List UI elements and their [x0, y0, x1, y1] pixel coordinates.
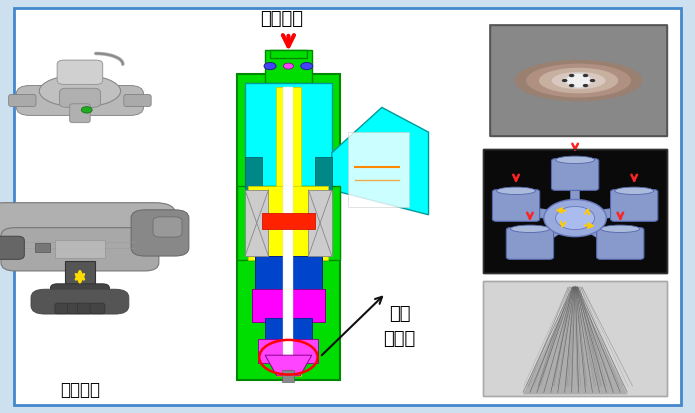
Ellipse shape	[614, 187, 653, 195]
FancyBboxPatch shape	[282, 370, 295, 382]
FancyBboxPatch shape	[315, 157, 332, 198]
FancyBboxPatch shape	[309, 190, 332, 256]
Text: 高压油泵: 高压油泵	[60, 381, 100, 399]
FancyBboxPatch shape	[35, 243, 50, 252]
FancyBboxPatch shape	[270, 50, 306, 58]
Ellipse shape	[555, 156, 595, 164]
FancyBboxPatch shape	[16, 85, 144, 115]
FancyBboxPatch shape	[55, 303, 70, 314]
Ellipse shape	[600, 225, 639, 233]
FancyBboxPatch shape	[245, 83, 332, 235]
FancyBboxPatch shape	[90, 303, 105, 314]
Circle shape	[590, 79, 595, 82]
Polygon shape	[523, 285, 627, 394]
Text: 高压: 高压	[389, 305, 410, 323]
Circle shape	[583, 84, 588, 87]
Ellipse shape	[39, 75, 121, 107]
FancyBboxPatch shape	[14, 8, 681, 405]
Circle shape	[81, 107, 92, 113]
Ellipse shape	[514, 60, 643, 101]
FancyBboxPatch shape	[237, 74, 340, 380]
Ellipse shape	[552, 72, 605, 89]
Ellipse shape	[571, 78, 587, 83]
FancyBboxPatch shape	[245, 157, 262, 198]
FancyBboxPatch shape	[77, 303, 92, 314]
FancyBboxPatch shape	[245, 190, 268, 256]
FancyBboxPatch shape	[8, 94, 36, 107]
Circle shape	[301, 62, 313, 70]
FancyBboxPatch shape	[124, 94, 152, 107]
Circle shape	[583, 74, 588, 77]
FancyBboxPatch shape	[262, 213, 315, 229]
FancyBboxPatch shape	[1, 228, 159, 271]
FancyBboxPatch shape	[490, 25, 667, 136]
FancyBboxPatch shape	[67, 303, 83, 314]
Ellipse shape	[496, 187, 535, 195]
FancyBboxPatch shape	[65, 261, 95, 290]
FancyBboxPatch shape	[248, 186, 329, 260]
Circle shape	[569, 74, 574, 77]
FancyBboxPatch shape	[31, 289, 129, 314]
FancyBboxPatch shape	[237, 186, 340, 260]
FancyBboxPatch shape	[252, 289, 325, 322]
FancyBboxPatch shape	[0, 203, 176, 251]
Ellipse shape	[539, 68, 619, 93]
FancyBboxPatch shape	[0, 236, 24, 259]
FancyBboxPatch shape	[596, 228, 644, 259]
FancyBboxPatch shape	[255, 256, 322, 297]
Text: 燃油供给: 燃油供给	[260, 9, 303, 28]
Circle shape	[562, 79, 567, 82]
FancyBboxPatch shape	[552, 159, 598, 190]
FancyBboxPatch shape	[610, 190, 657, 221]
FancyBboxPatch shape	[60, 88, 101, 107]
Circle shape	[264, 62, 276, 70]
FancyBboxPatch shape	[265, 50, 312, 83]
Ellipse shape	[562, 75, 595, 85]
Circle shape	[569, 84, 574, 87]
Polygon shape	[332, 107, 429, 215]
FancyBboxPatch shape	[483, 281, 667, 396]
Ellipse shape	[526, 64, 631, 97]
Ellipse shape	[510, 225, 550, 233]
Circle shape	[555, 206, 595, 230]
FancyBboxPatch shape	[259, 339, 318, 363]
FancyBboxPatch shape	[284, 87, 293, 376]
Circle shape	[566, 73, 591, 88]
FancyBboxPatch shape	[70, 104, 90, 123]
FancyBboxPatch shape	[55, 240, 105, 258]
FancyBboxPatch shape	[483, 149, 667, 273]
FancyBboxPatch shape	[276, 87, 301, 376]
FancyBboxPatch shape	[153, 217, 182, 237]
FancyBboxPatch shape	[265, 318, 312, 355]
FancyBboxPatch shape	[57, 60, 103, 85]
Circle shape	[543, 199, 606, 237]
FancyBboxPatch shape	[506, 228, 553, 259]
FancyBboxPatch shape	[131, 210, 189, 256]
FancyBboxPatch shape	[492, 190, 540, 221]
Polygon shape	[265, 355, 312, 376]
FancyBboxPatch shape	[51, 284, 109, 302]
FancyBboxPatch shape	[348, 132, 409, 206]
Text: 喷油嘴: 喷油嘴	[384, 330, 416, 348]
Circle shape	[284, 63, 293, 69]
